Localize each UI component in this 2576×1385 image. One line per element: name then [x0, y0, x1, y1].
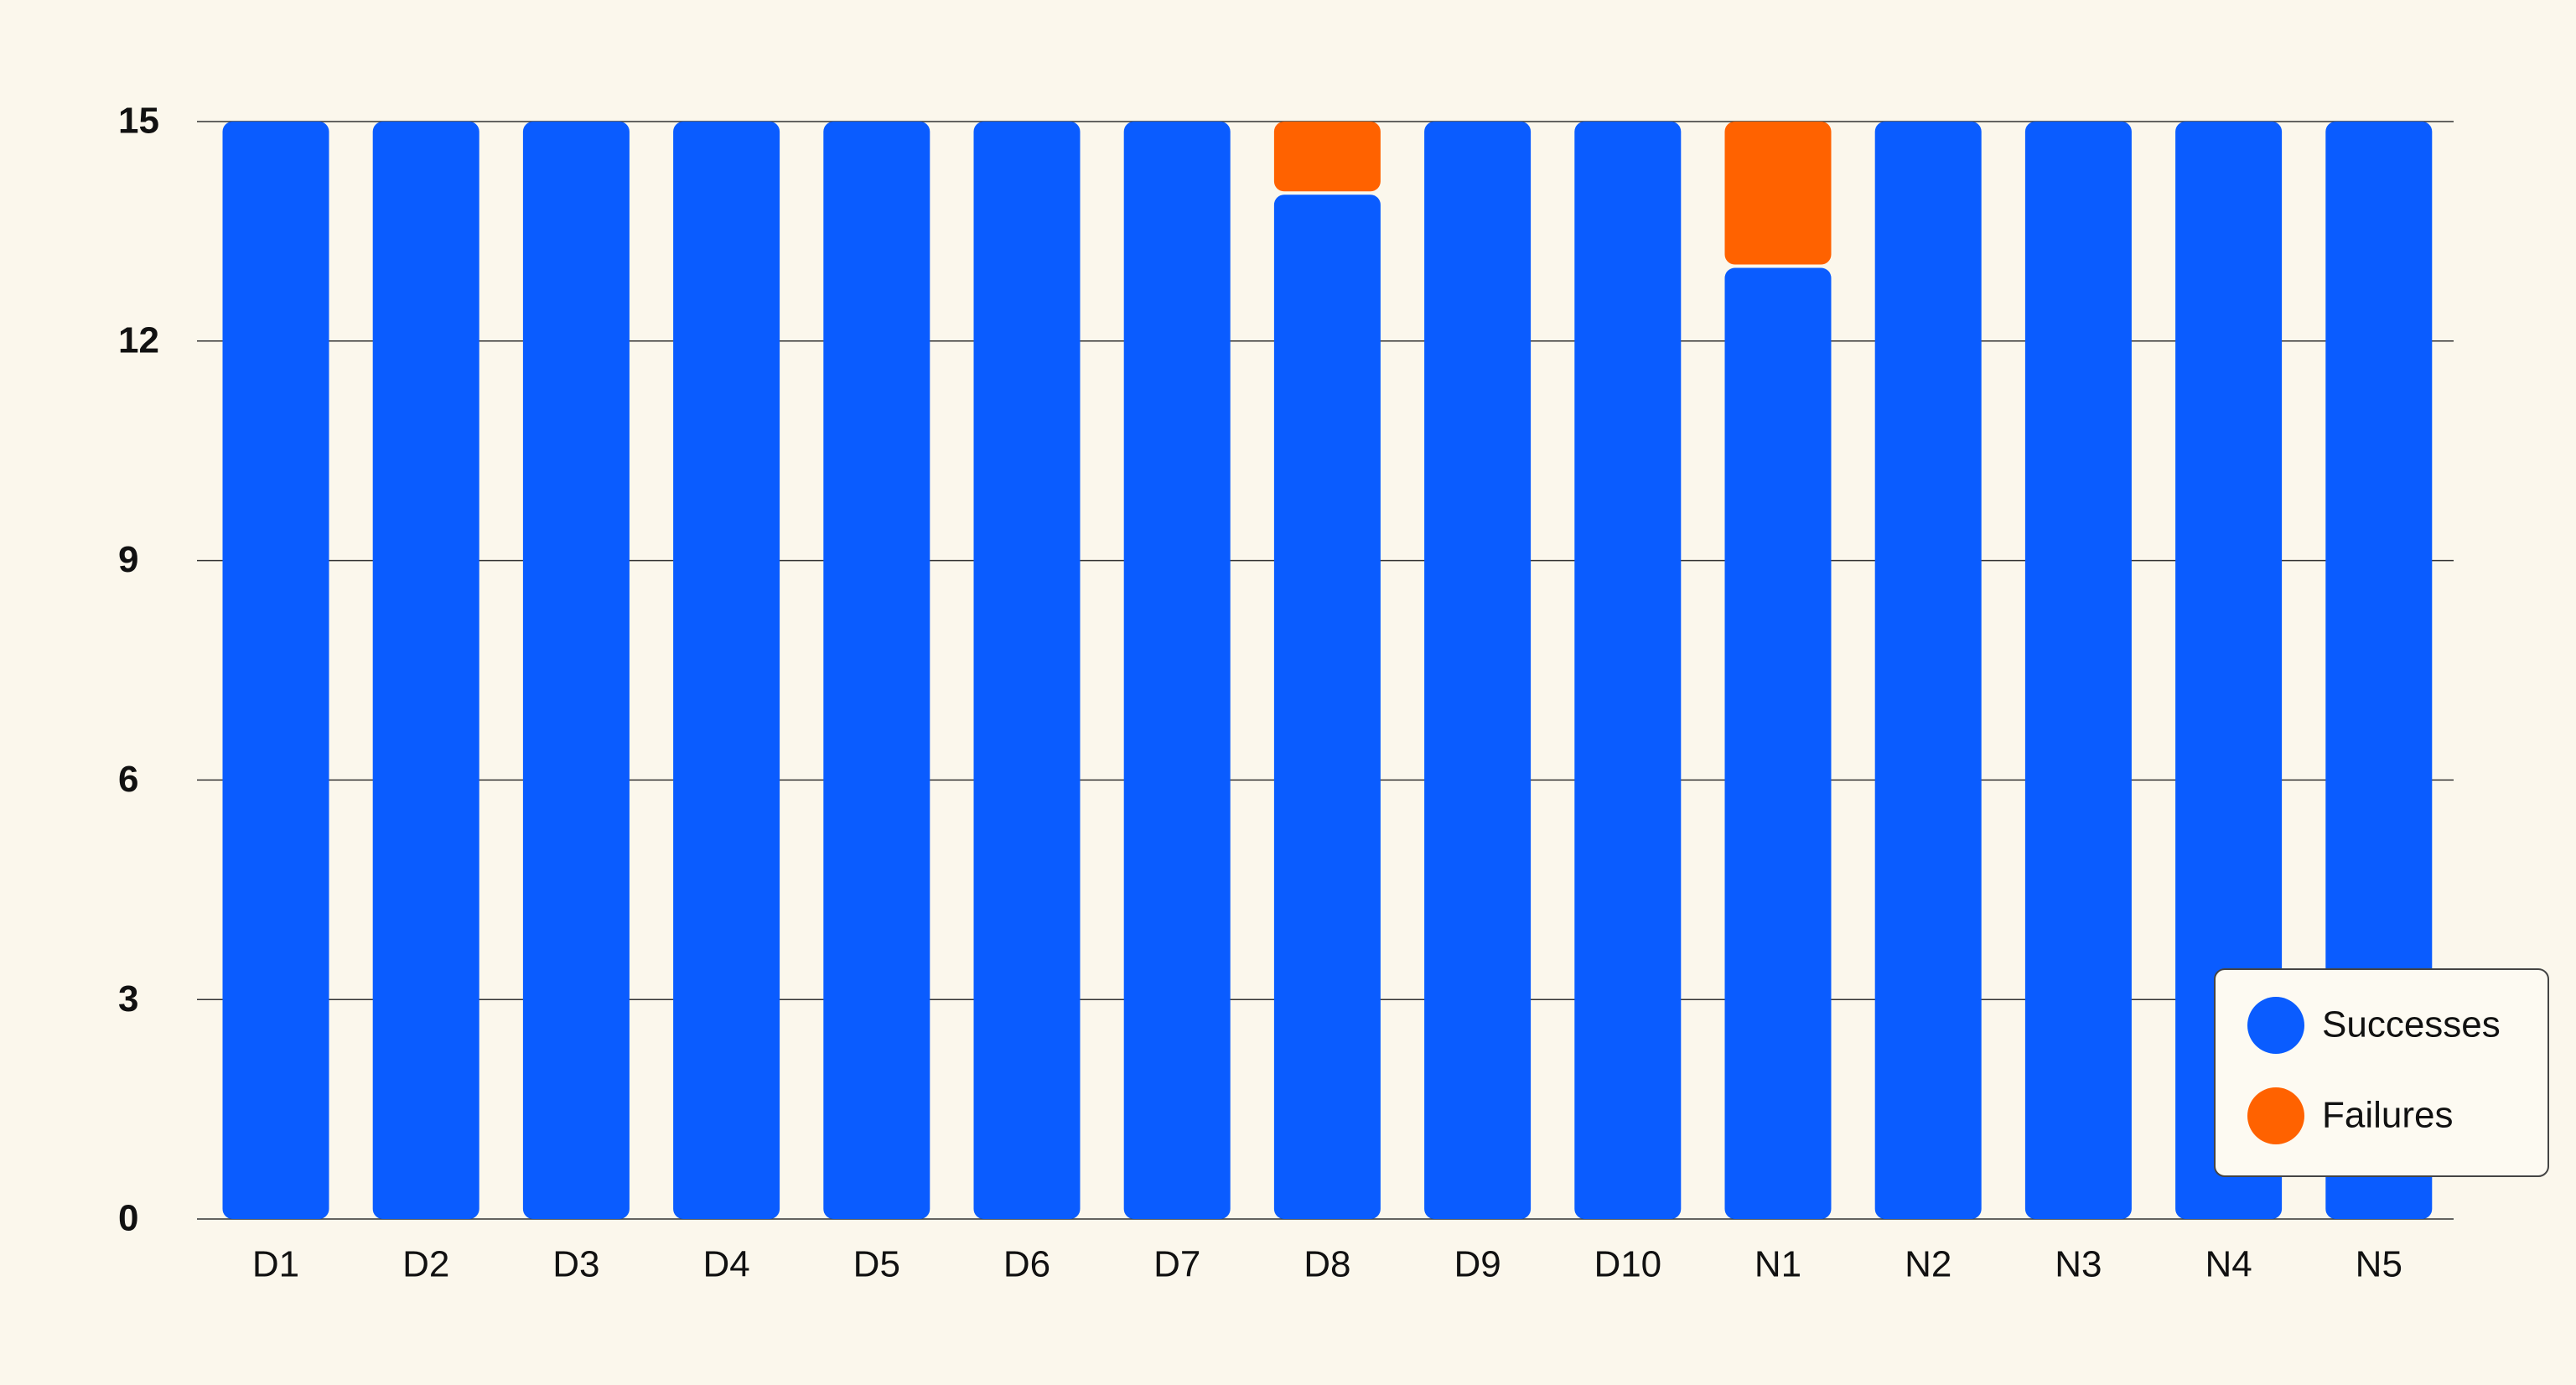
- x-tick-label: D6: [1003, 1244, 1050, 1285]
- x-tick-label: D1: [252, 1244, 299, 1285]
- x-tick-label: D3: [552, 1244, 599, 1285]
- y-tick-label: 12: [118, 319, 159, 361]
- x-tick-label: D10: [1594, 1244, 1661, 1285]
- bar-segment: [1874, 122, 1982, 1219]
- x-tick-label: D2: [402, 1244, 449, 1285]
- x-tick-label: N4: [2205, 1244, 2252, 1285]
- x-tick-label: N5: [2356, 1244, 2402, 1285]
- bar-segment: [522, 122, 630, 1219]
- bar-segment: [1123, 122, 1231, 1219]
- legend-label: Successes: [2322, 1004, 2501, 1045]
- x-tick-label: D9: [1454, 1244, 1501, 1285]
- bar-segment: [673, 122, 780, 1219]
- bar-segment: [1724, 267, 1832, 1219]
- x-tick-label: D5: [853, 1244, 900, 1285]
- bar-segment: [2024, 122, 2132, 1219]
- bar-segment: [823, 122, 930, 1219]
- bar-segment: [1273, 122, 1381, 192]
- bar-segment: [1724, 122, 1832, 265]
- bar-segment: [1574, 122, 1682, 1219]
- x-tick-label: D4: [702, 1244, 749, 1285]
- bar-segment: [2325, 122, 2433, 1219]
- bars: [222, 122, 2433, 1220]
- bar-segment: [372, 122, 479, 1219]
- y-tick-label: 6: [118, 759, 138, 800]
- x-tick-label: N3: [2055, 1244, 2102, 1285]
- y-tick-label: 15: [118, 101, 159, 142]
- x-tick-label: N1: [1754, 1244, 1801, 1285]
- x-tick-label: D8: [1304, 1244, 1350, 1285]
- x-tick-label: N2: [1905, 1244, 1951, 1285]
- y-tick-label: 0: [118, 1198, 138, 1239]
- y-tick-label: 9: [118, 539, 138, 580]
- bar-segment: [222, 122, 329, 1219]
- y-tick-label: 3: [118, 978, 138, 1019]
- legend-label: Failures: [2322, 1095, 2454, 1136]
- bar-segment: [973, 122, 1081, 1219]
- bar-segment: [2175, 122, 2283, 1219]
- bar-segment: [1424, 122, 1532, 1219]
- legend: Successes Failures: [2214, 968, 2549, 1177]
- x-tick-label: D7: [1153, 1244, 1200, 1285]
- legend-swatch: [2247, 997, 2304, 1054]
- bar-segment: [1273, 195, 1381, 1220]
- legend-swatch: [2247, 1087, 2304, 1144]
